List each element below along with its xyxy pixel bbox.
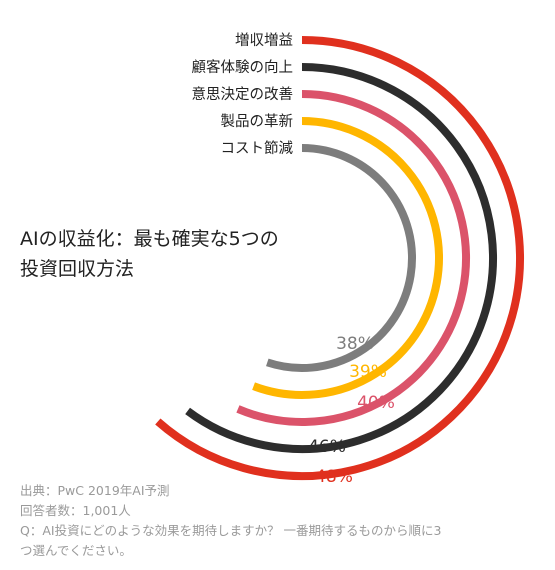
arc-4 xyxy=(252,117,443,399)
category-label-2: 顧客体験の向上 xyxy=(192,59,294,76)
arc-1 xyxy=(155,36,524,480)
category-label-5: コスト節減 xyxy=(221,139,294,157)
value-label-5: 38% xyxy=(336,334,374,354)
arc-5 xyxy=(266,144,416,372)
category-label-4: 製品の革新 xyxy=(221,113,294,130)
question-note-line-1: Q：AI投資にどのような効果を期待しますか？ 一番期待するものから順に3 xyxy=(20,523,442,538)
chart-title: AIの収益化：最も確実な5つの 投資回収方法 xyxy=(20,224,320,284)
category-label-1: 増収増益 xyxy=(235,32,293,49)
value-label-2: 46% xyxy=(308,437,346,457)
chart-title-line-2: 投資回収方法 xyxy=(20,258,135,280)
chart-notes: 出典：PwC 2019年AI予測 回答者数：1,001人 Q：AI投資にどのよう… xyxy=(20,481,540,561)
value-label-1: 48% xyxy=(315,467,353,487)
value-label-4: 39% xyxy=(349,362,387,382)
value-label-3: 40% xyxy=(357,393,395,413)
category-label-3: 意思決定の改善 xyxy=(192,85,294,103)
source-note: 出典：PwC 2019年AI予測 xyxy=(20,483,170,498)
respondents-note: 回答者数：1,001人 xyxy=(20,503,131,518)
arc-2 xyxy=(185,63,497,453)
question-note-line-2: つ選んでください。 xyxy=(20,543,132,558)
arc-3 xyxy=(236,90,470,426)
chart-title-line-1: AIの収益化：最も確実な5つの xyxy=(20,228,279,250)
